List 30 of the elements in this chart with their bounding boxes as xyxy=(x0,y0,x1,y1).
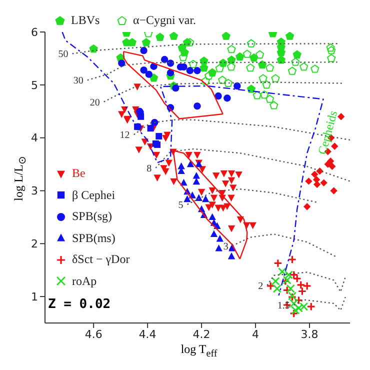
series-label: 30 xyxy=(73,76,84,87)
y-tick-label: 2 xyxy=(31,238,38,251)
series-label: 2 xyxy=(258,280,264,292)
x-tick-label: 4 xyxy=(252,328,260,341)
x-tick-label: 4.6 xyxy=(84,328,102,341)
series-label: 5 xyxy=(178,200,184,211)
x-tick-label: 4.4 xyxy=(138,328,156,341)
legend-label: α−Cygni var. xyxy=(133,13,196,28)
legend-label: Be xyxy=(72,166,86,181)
series-label: 3 xyxy=(223,241,228,252)
annotation: Z = 0.02 xyxy=(48,297,111,312)
series-label: 8 xyxy=(146,163,152,174)
series-label: 50 xyxy=(58,49,68,60)
legend-label: δSct − γDor xyxy=(72,252,130,267)
x-tick-label: 3.8 xyxy=(300,328,318,341)
y-tick-label: 5 xyxy=(31,78,38,92)
legend-label: SPB(ms) xyxy=(72,230,116,246)
legend-label: SPB(sg) xyxy=(72,209,112,224)
legend-label: LBVs xyxy=(71,13,100,28)
x-axis-title: log T$_{eff}$ xyxy=(180,342,218,360)
y-tick-label: 6 xyxy=(31,26,38,39)
y-tick-label: 3 xyxy=(31,184,38,198)
y-tick-label: 1 xyxy=(31,290,38,304)
legend-label: roAp xyxy=(72,274,97,288)
x-tick-label: 4.2 xyxy=(192,328,210,341)
series-label: 20 xyxy=(90,97,100,108)
annotation: Cepheids xyxy=(315,108,340,156)
legend-label: β Cephei xyxy=(72,188,116,202)
y-tick-label: 4 xyxy=(31,132,38,145)
series-label: 12 xyxy=(120,130,130,142)
